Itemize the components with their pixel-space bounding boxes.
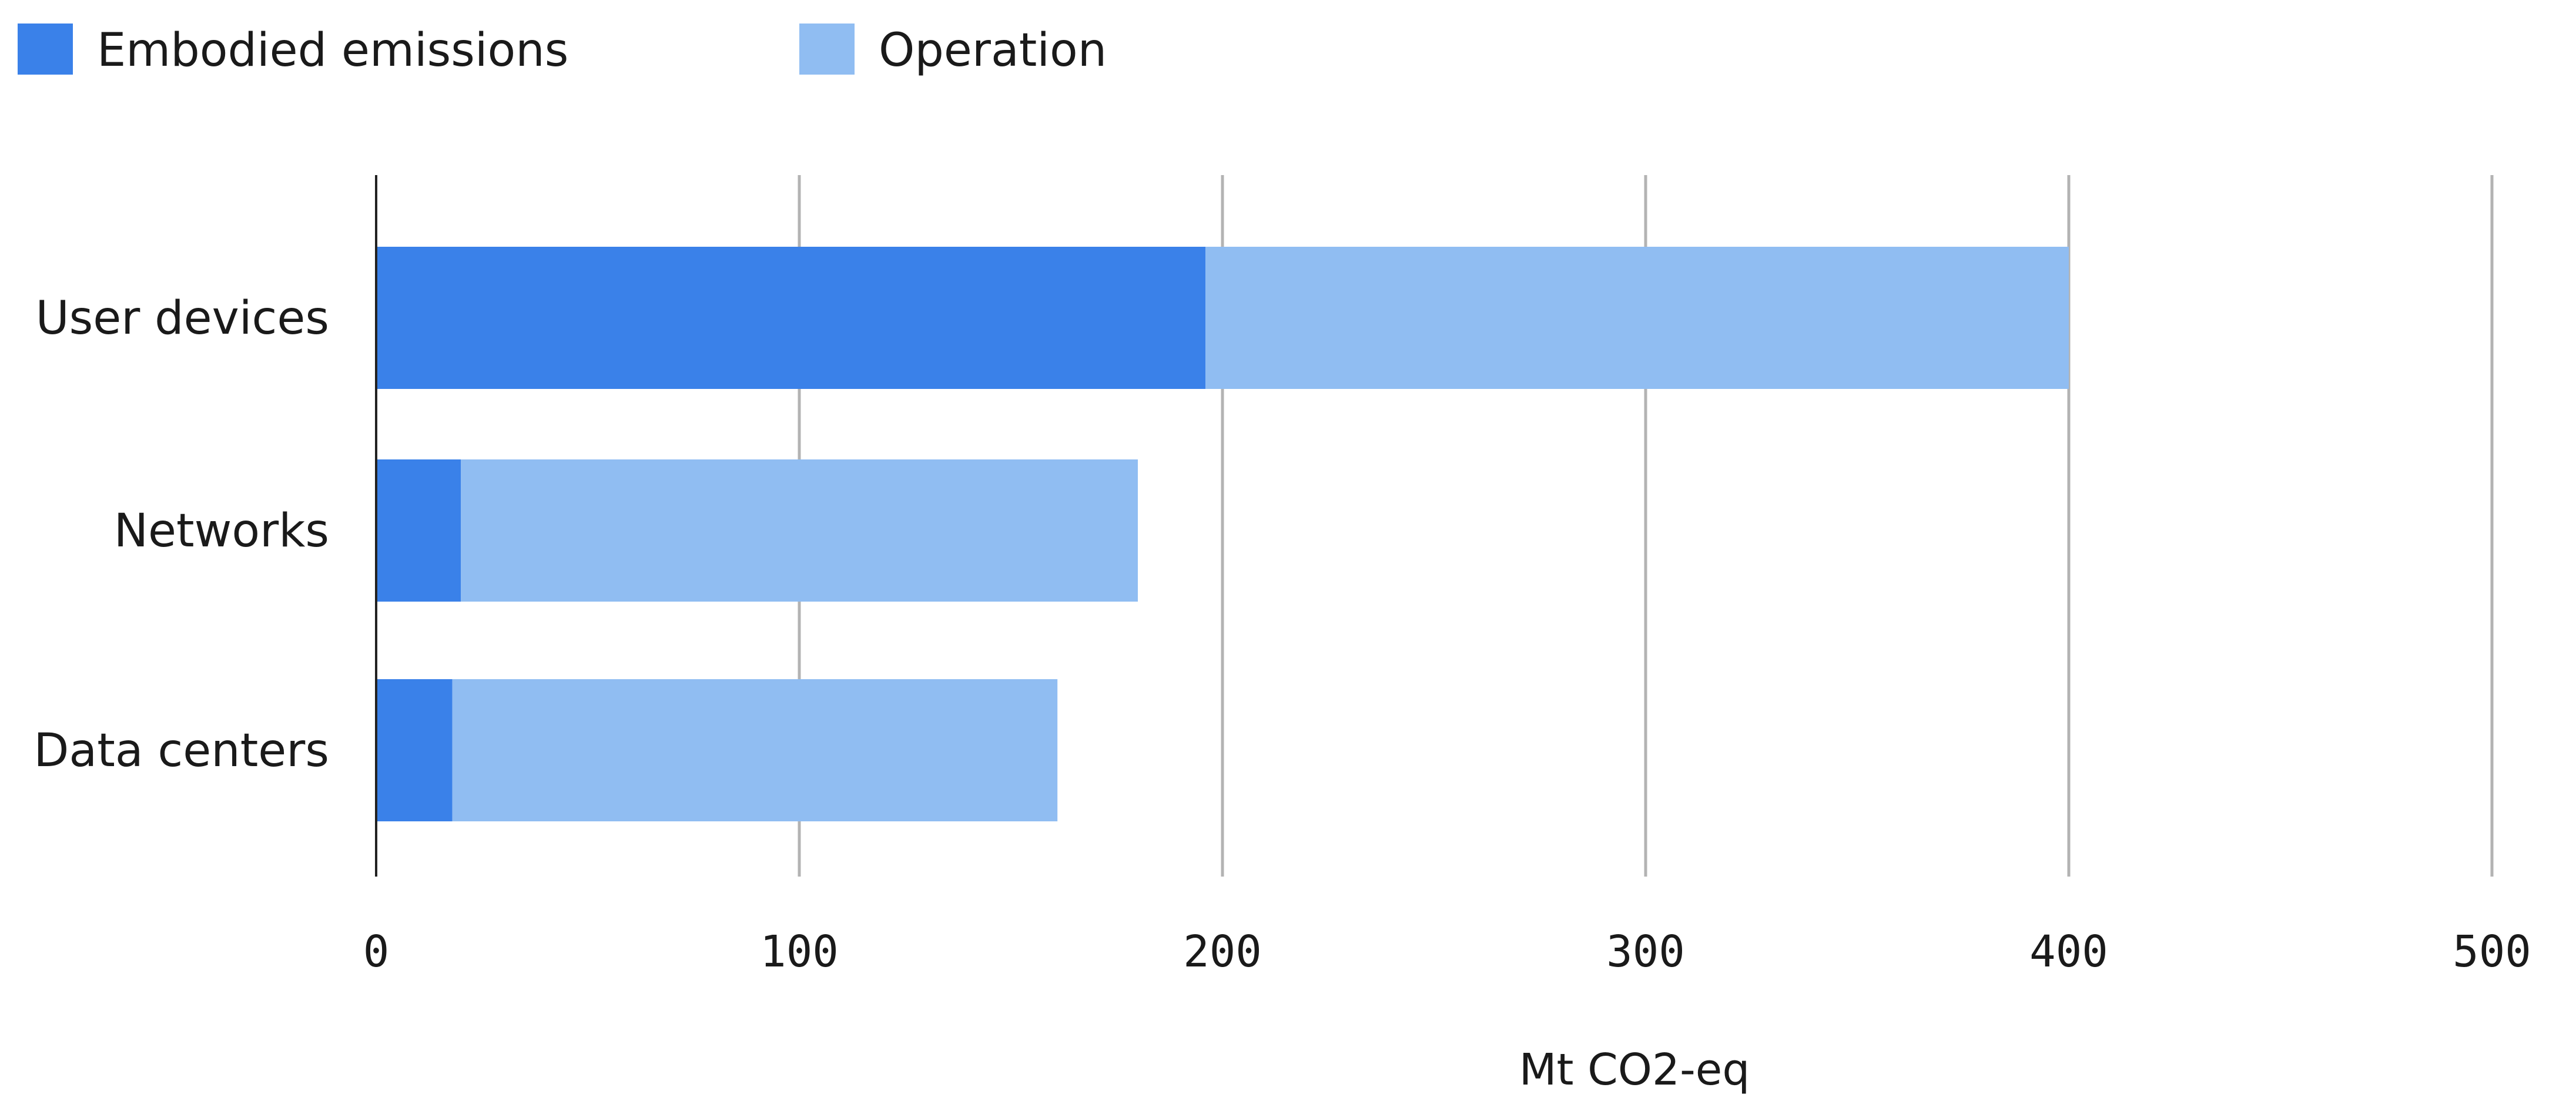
x-axis-title: Mt CO2-eq (1519, 1045, 1750, 1095)
legend-label-embodied-emissions: Embodied emissions (97, 24, 568, 77)
category-label-networks: Networks (114, 505, 329, 558)
legend-swatch-embodied-emissions (18, 24, 73, 75)
bar-networks-operation (461, 459, 1138, 602)
category-label-data-centers: Data centers (34, 724, 329, 777)
x-tick-label-0: 0 (363, 927, 390, 977)
legend-swatch-operation (799, 24, 855, 75)
category-labels: User devices Networks Data centers (34, 292, 329, 777)
x-tick-label-200: 200 (1183, 927, 1262, 977)
bar-data-centers-operation (452, 679, 1058, 821)
x-tick-label-400: 400 (2029, 927, 2108, 977)
x-tick-label-100: 100 (760, 927, 839, 977)
chart-legend: Embodied emissions Operation (18, 24, 1107, 77)
x-tick-label-300: 300 (1606, 927, 1685, 977)
x-tick-labels: 0 100 200 300 400 500 (363, 927, 2531, 977)
category-label-user-devices: User devices (36, 292, 329, 345)
x-tick-label-500: 500 (2453, 927, 2531, 977)
bar-networks-embodied-emissions (376, 459, 461, 602)
bars (376, 247, 2069, 821)
legend-item-operation: Operation (799, 24, 1107, 77)
bar-data-centers-embodied-emissions (376, 679, 453, 821)
legend-label-operation: Operation (879, 24, 1107, 77)
bar-user-devices-embodied-emissions (376, 247, 1206, 389)
legend-item-embodied-emissions: Embodied emissions (18, 24, 568, 77)
bar-user-devices-operation (1205, 247, 2069, 389)
